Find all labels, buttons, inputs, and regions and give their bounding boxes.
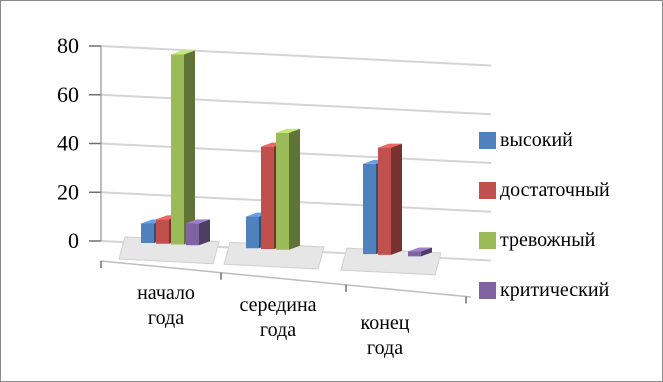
bar-front: [276, 132, 289, 250]
x-category-label-line: конец: [361, 312, 410, 334]
bar-front: [186, 223, 199, 246]
x-category-label: начало года: [137, 282, 195, 329]
bar-front: [156, 219, 169, 244]
legend-item-dostatochnyy: достаточный: [479, 165, 659, 215]
y-tick-label: 20: [57, 179, 79, 204]
bars: [141, 50, 432, 257]
x-category-label-line: года: [367, 337, 403, 359]
bar-side: [421, 247, 432, 257]
x-category-label-line: начало: [137, 282, 195, 304]
x-axis-categories: начало года середина года конец года: [137, 282, 410, 359]
bar: [171, 50, 195, 245]
bar: [186, 219, 210, 246]
bar-top: [171, 50, 195, 55]
gridline: [100, 93, 492, 116]
legend-label: критический: [500, 278, 610, 301]
legend-label: достаточный: [500, 178, 610, 201]
y-tick-label: 0: [68, 228, 79, 253]
legend-label: высокий: [500, 128, 573, 151]
bar-front: [141, 223, 154, 243]
legend-swatch: [479, 231, 496, 249]
legend: высокий достаточный тревожный критически…: [479, 115, 659, 315]
x-category-label-line: года: [260, 319, 296, 341]
legend-swatch: [479, 181, 496, 199]
legend-item-kriticheskiy: критический: [479, 265, 659, 315]
bar-top: [276, 128, 300, 133]
legend-swatch: [479, 281, 496, 299]
legend-item-trevozhnyy: тревожный: [479, 215, 659, 265]
bar: [276, 128, 300, 250]
bar-side: [391, 143, 402, 255]
bar-front: [171, 54, 184, 245]
bar-front: [246, 216, 259, 249]
x-category-label: середина года: [239, 294, 316, 341]
x-axis-line: [100, 260, 472, 298]
bar: [408, 247, 432, 257]
bar-side: [199, 219, 210, 246]
legend-label: тревожный: [500, 228, 596, 251]
gridline: [100, 45, 492, 67]
bar-side: [289, 128, 300, 250]
y-tick-label: 60: [57, 82, 79, 107]
bar: [378, 143, 402, 255]
x-category-label: конец года: [361, 312, 410, 359]
bar-front: [378, 147, 391, 255]
y-tick-label: 80: [57, 33, 79, 58]
x-category-label-line: середина: [239, 294, 316, 316]
bar-front: [363, 163, 376, 255]
bar-top: [408, 247, 432, 252]
bar-front: [408, 251, 421, 257]
legend-item-vysokiy: высокий: [479, 115, 659, 165]
legend-swatch: [479, 131, 496, 149]
y-axis-ticks: 0 20 40 60 80: [57, 33, 79, 253]
bar-top: [186, 219, 210, 224]
bar-front: [261, 146, 274, 249]
bar-top: [378, 143, 402, 148]
x-category-label-line: года: [148, 307, 184, 329]
bar-side: [184, 50, 195, 245]
y-tick-label: 40: [57, 131, 79, 156]
